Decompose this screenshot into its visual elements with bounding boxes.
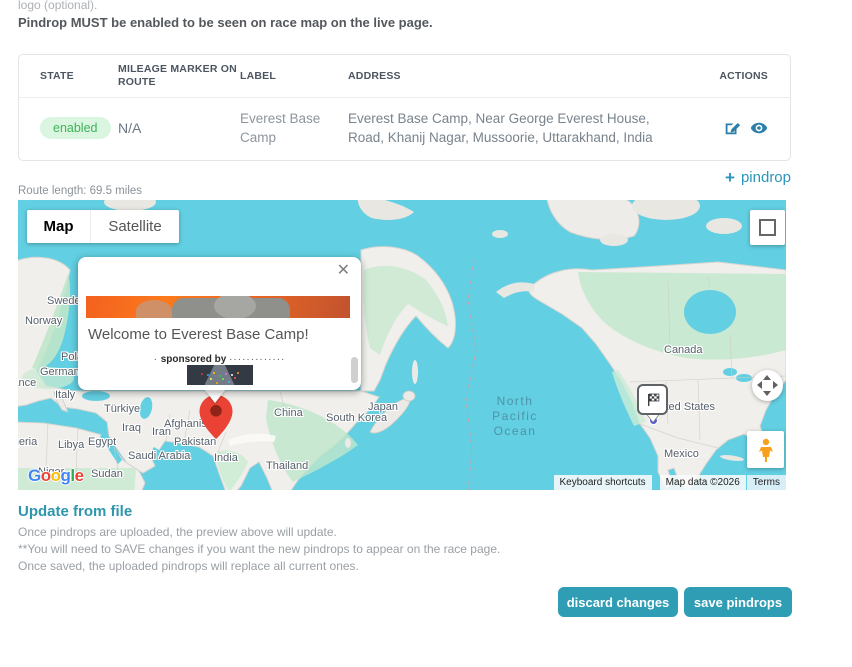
col-header-state: STATE — [40, 69, 74, 82]
map-label-libya: Libya — [58, 439, 85, 451]
pan-up-icon — [763, 375, 771, 380]
google-map[interactable]: Norway Sweden Poland Germany France Ital… — [18, 200, 786, 490]
col-header-mileage: MILEAGE MARKER ON ROUTE — [118, 63, 237, 88]
world-map-graphic — [18, 200, 786, 490]
add-pindrop-button[interactable]: + pindrop — [725, 169, 791, 186]
map-label-iraq: Iraq — [122, 422, 141, 434]
map-label-algeria: Algeria — [18, 436, 38, 448]
map-label-turkiye: Türkiye — [104, 403, 141, 415]
pindrop-address-value: Everest Base Camp, Near George Everest H… — [348, 111, 653, 145]
sponsor-image — [186, 365, 253, 385]
keyboard-shortcuts-link[interactable]: Keyboard shortcuts — [553, 475, 652, 490]
logo-optional-note: logo (optional). — [18, 0, 98, 12]
add-pindrop-label: pindrop — [740, 169, 791, 186]
map-label-italy: Italy — [55, 389, 76, 401]
map-data-text: Map data ©2026 — [659, 475, 746, 490]
fullscreen-button[interactable] — [750, 210, 785, 245]
mileage-marker-value: N/A — [118, 120, 142, 136]
footer-note-1: Once pindrops are uploaded, the preview … — [18, 525, 337, 539]
infowindow-tail — [204, 389, 226, 403]
plus-icon: + — [725, 168, 735, 187]
save-pindrops-button[interactable]: save pindrops — [684, 587, 792, 617]
terms-link[interactable]: Terms — [746, 475, 786, 490]
map-type-control: Map Satellite — [27, 210, 179, 243]
pan-left-icon — [757, 381, 762, 389]
map-attribution-bar: Keyboard shortcuts Map data ©2026 Terms — [553, 475, 786, 490]
infowindow-scrollbar[interactable] — [351, 357, 358, 383]
close-icon[interactable]: ✕ — [336, 262, 350, 279]
map-label-norway: Norway — [25, 315, 63, 327]
map-label-germany: Germany — [40, 366, 86, 378]
status-badge: enabled — [40, 117, 111, 139]
table-header-row: STATE MILEAGE MARKER ON ROUTE LABEL ADDR… — [19, 55, 790, 98]
map-label-egypt: Egypt — [88, 436, 117, 448]
footer-note-2: **You will need to SAVE changes if you w… — [18, 542, 501, 556]
map-label-niger: Niger — [38, 466, 65, 478]
pindrop-marker[interactable] — [199, 395, 233, 444]
checkered-flag-icon — [647, 393, 659, 406]
map-label-india: India — [214, 452, 238, 464]
update-from-file-link[interactable]: Update from file — [18, 503, 133, 520]
infowindow-title: Welcome to Everest Base Camp! — [88, 326, 309, 343]
map-label-iran: Iran — [152, 426, 171, 438]
pindrop-label-value: Everest Base Camp — [240, 111, 321, 145]
col-header-address: ADDRESS — [348, 69, 401, 82]
pegman-icon — [758, 438, 773, 462]
pindrop-enabled-warning: Pindrop MUST be enabled to be seen on ra… — [18, 15, 433, 30]
map-label-france: France — [18, 377, 37, 389]
sponsored-by-row: · sponsored by ············· — [153, 354, 286, 365]
fullscreen-icon — [759, 219, 768, 228]
red-pin-icon — [199, 395, 233, 439]
pegman-button[interactable] — [747, 431, 784, 468]
map-label-sudan: Sudan — [91, 468, 123, 480]
pan-control[interactable] — [752, 370, 783, 401]
pan-right-icon — [773, 381, 778, 389]
map-type-map-button[interactable]: Map — [43, 218, 74, 235]
pindrop-table: STATE MILEAGE MARKER ON ROUTE LABEL ADDR… — [18, 54, 791, 161]
google-logo[interactable]: Google — [28, 466, 84, 485]
map-label-mexico: Mexico — [664, 448, 699, 460]
map-label-north-pacific-ocean: North Pacific Ocean — [492, 394, 538, 438]
marathon-crowd-dots — [200, 373, 203, 375]
view-eye-icon[interactable] — [750, 119, 768, 137]
map-type-satellite-button[interactable]: Satellite — [90, 210, 179, 243]
sponsored-dots: ············· — [229, 354, 286, 365]
map-label-sweden: Sweden — [47, 295, 87, 307]
map-label-china: China — [274, 407, 303, 419]
edit-icon[interactable] — [723, 119, 741, 137]
pindrop-infowindow: ✕ Welcome to Everest Base Camp! · sponso… — [78, 257, 361, 390]
finish-marker-tail — [647, 414, 659, 422]
col-header-label: LABEL — [240, 69, 276, 82]
map-label-japan: Japan — [368, 401, 398, 413]
col-header-actions: ACTIONS — [719, 69, 768, 82]
table-row: enabled N/A Everest Base Camp Everest Ba… — [19, 98, 790, 160]
pan-down-icon — [763, 391, 771, 396]
map-label-canada: Canada — [664, 344, 703, 356]
route-length-text: Route length: 69.5 miles — [18, 185, 143, 197]
map-label-saudi-arabia: Saudi Arabia — [128, 450, 191, 462]
finish-flag-marker[interactable] — [637, 384, 668, 415]
discard-changes-button[interactable]: discard changes — [558, 587, 678, 617]
footer-note-3: Once saved, the uploaded pindrops will r… — [18, 559, 359, 573]
map-label-south-korea: South Korea — [326, 412, 388, 424]
map-label-thailand: Thailand — [266, 460, 309, 472]
banner-figure — [136, 300, 172, 318]
infowindow-banner-image — [86, 296, 350, 318]
map-label-pakistan: Pakistan — [174, 436, 217, 448]
sponsored-by-label: sponsored by — [160, 354, 227, 365]
